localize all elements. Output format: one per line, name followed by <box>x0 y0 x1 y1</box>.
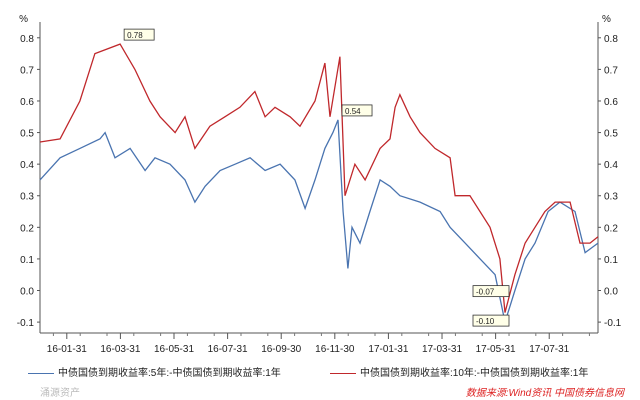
series-line-0 <box>39 119 599 325</box>
annotation-label: 0.54 <box>345 107 361 116</box>
y-tick-label-right: 0.0 <box>604 287 618 298</box>
legend-swatch <box>28 372 54 374</box>
y-tick-label-left: 0.5 <box>20 129 34 140</box>
series-line-1 <box>39 43 599 313</box>
legend-label: 中债国债到期收益率:5年:-中债国债到期收益率:1年 <box>58 368 281 379</box>
y-tick-label-left: 0.2 <box>20 223 34 234</box>
x-tick-label: 16-09-30 <box>261 344 301 355</box>
legend-swatch <box>330 372 356 374</box>
watermark: 涌源资产 <box>40 388 80 399</box>
y-tick-label-left: -0.1 <box>17 318 35 329</box>
y-tick-label-left: 0.4 <box>20 160 34 171</box>
x-tick-label: 17-01-31 <box>368 344 408 355</box>
x-tick-label: 16-07-31 <box>208 344 248 355</box>
annotation-label: 0.78 <box>127 31 143 40</box>
x-tick-label: 17-05-31 <box>476 344 516 355</box>
y-tick-label-right: 0.2 <box>604 223 618 234</box>
y-tick-label-left: 0.8 <box>20 34 34 45</box>
x-tick-label: 16-03-31 <box>100 344 140 355</box>
x-tick-label: 17-03-31 <box>422 344 462 355</box>
legend-item-10y: 中债国债到期收益率:10年:-中债国债到期收益率:1年 <box>330 364 588 379</box>
source-note: 数据来源:Wind资讯 中国债券信息网 <box>465 388 624 399</box>
y-tick-label-right: 0.3 <box>604 192 618 203</box>
x-tick-label: 16-11-30 <box>315 344 355 355</box>
annotation-box <box>123 28 155 41</box>
y-tick-label-left: 0.1 <box>20 255 34 266</box>
annotation-label: -0.10 <box>476 317 495 326</box>
legend-label: 中债国债到期收益率:10年:-中债国债到期收益率:1年 <box>360 368 589 379</box>
x-tick-label: 16-01-31 <box>47 344 87 355</box>
y-unit-right: % <box>602 14 611 25</box>
legend-item-5y: 中债国债到期收益率:5年:-中债国债到期收益率:1年 <box>28 364 281 379</box>
y-tick-label-left: 0.3 <box>20 192 34 203</box>
y-tick-label-right: 0.1 <box>604 255 618 266</box>
y-tick-label-left: 0.6 <box>20 97 34 108</box>
y-tick-label-right: -0.1 <box>604 318 622 329</box>
annotation-box <box>472 285 510 298</box>
annotation-label: -0.07 <box>476 288 495 297</box>
y-unit-left: % <box>19 14 28 25</box>
y-tick-label-right: 0.6 <box>604 97 618 108</box>
y-tick-label-right: 0.4 <box>604 160 618 171</box>
x-tick-label: 17-07-31 <box>529 344 569 355</box>
y-tick-label-right: 0.8 <box>604 34 618 45</box>
x-tick-label: 16-05-31 <box>154 344 194 355</box>
annotation-box <box>472 314 510 327</box>
y-tick-label-right: 0.5 <box>604 129 618 140</box>
y-tick-label-left: 0.0 <box>20 287 34 298</box>
y-tick-label-right: 0.7 <box>604 65 618 76</box>
y-tick-label-left: 0.7 <box>20 65 34 76</box>
annotation-box <box>341 104 373 117</box>
